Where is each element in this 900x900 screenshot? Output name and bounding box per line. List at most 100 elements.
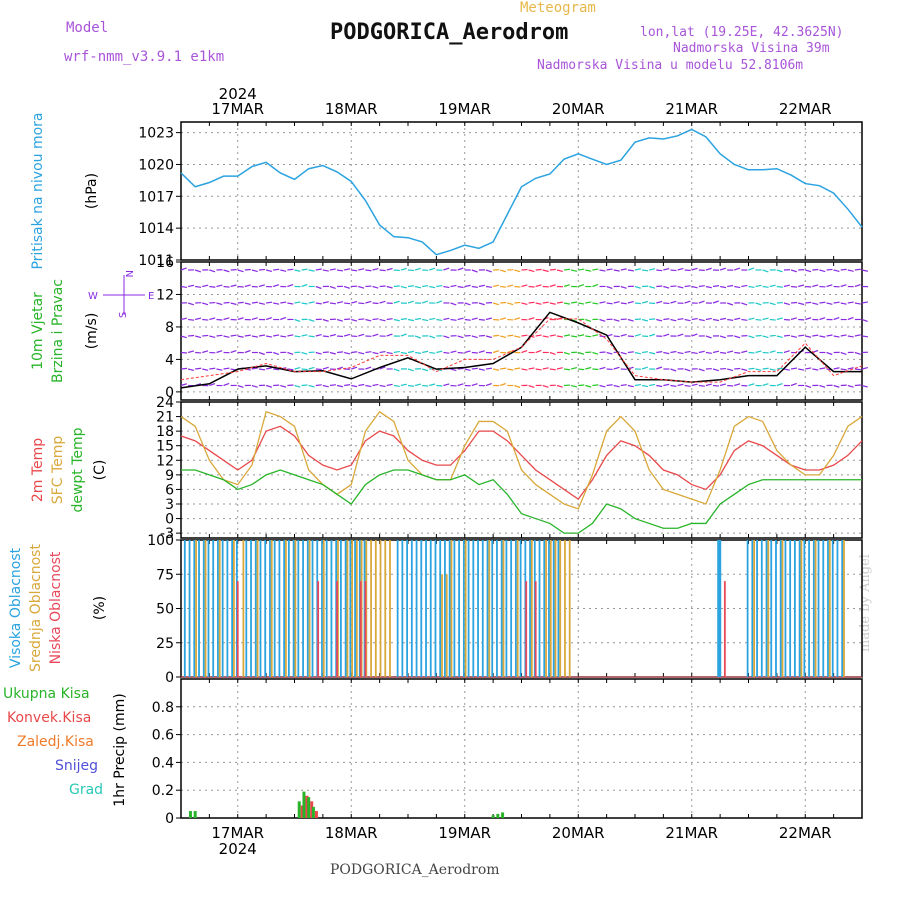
- precip-legend-4: Grad: [69, 782, 103, 798]
- wind-barb: [606, 384, 613, 387]
- wind-barb: [578, 351, 585, 355]
- y-tick-label: 0: [165, 512, 174, 528]
- wind-barb: [734, 351, 741, 354]
- wind-barb: [436, 384, 443, 387]
- wind-barb: [195, 285, 202, 288]
- wind-barb: [280, 316, 287, 321]
- wind-barb: [273, 351, 280, 355]
- cloud-mid-axis-label: Srednja Oblacnost: [28, 544, 44, 672]
- wind-barb: [407, 350, 415, 354]
- precip-bar-conv: [305, 795, 309, 818]
- wind-barb: [258, 268, 266, 271]
- wind-barb: [436, 284, 443, 288]
- wind-barb: [585, 269, 592, 272]
- wind-barb: [705, 317, 712, 321]
- wind-barb: [329, 333, 336, 337]
- wind-barb: [720, 285, 727, 289]
- wind-barb: [422, 384, 429, 387]
- y-tick-label: 25: [156, 636, 174, 652]
- wind-barb: [266, 335, 273, 338]
- temp-line-1: [180, 410, 863, 510]
- wind-barb: [620, 268, 627, 271]
- wind-barb: [358, 302, 365, 305]
- wind-barb: [450, 302, 457, 306]
- wind-barb: [294, 318, 301, 323]
- wind-barb: [542, 269, 549, 273]
- wind-barb: [535, 368, 542, 371]
- wind-barb: [315, 302, 322, 305]
- wind-barb: [287, 334, 294, 337]
- wind-barb: [755, 284, 762, 288]
- wind-barb: [719, 267, 727, 271]
- wind-barb: [336, 301, 344, 304]
- wind-barb: [656, 351, 663, 354]
- wind-barb: [549, 368, 556, 371]
- wind-barb: [514, 384, 521, 389]
- wind-barb: [365, 366, 372, 370]
- wind-barb: [251, 367, 258, 370]
- wind-barb: [833, 367, 840, 370]
- wind-barb: [563, 351, 570, 355]
- wind-barb: [386, 383, 393, 387]
- wind-barb: [386, 267, 393, 271]
- wind-barb: [720, 351, 727, 354]
- wind-barb: [748, 285, 755, 289]
- wind-barb: [507, 334, 514, 337]
- wind-barb: [379, 384, 386, 388]
- wind-barb: [492, 302, 500, 306]
- wind-barb: [677, 383, 684, 387]
- wind-barb: [599, 318, 606, 322]
- wind-barb: [251, 301, 258, 304]
- wind-barb: [273, 334, 280, 337]
- wind-barb: [805, 269, 812, 273]
- wind-barb: [273, 302, 280, 305]
- wind-barb: [656, 300, 663, 304]
- y-tick-label: 0: [165, 670, 174, 686]
- y-tick-label: 3: [165, 497, 174, 513]
- wind-barb: [457, 367, 464, 370]
- wind-barb: [571, 335, 578, 338]
- y-tick-label: 1020: [138, 157, 174, 173]
- wind-barb: [414, 383, 422, 387]
- wind-barb: [436, 318, 443, 322]
- wind-barb: [294, 335, 301, 338]
- wind-barb: [741, 284, 748, 288]
- wind-barb: [443, 351, 450, 354]
- wind-barb: [485, 317, 492, 321]
- wind-barb: [386, 318, 393, 321]
- wind-barb: [273, 268, 280, 271]
- wind-barb: [542, 384, 549, 388]
- wind-barb: [372, 318, 379, 321]
- y-tick-label: 8: [165, 320, 174, 336]
- wind-barb: [237, 285, 244, 288]
- wind-barb: [570, 384, 578, 388]
- y-tick-label: 9: [165, 468, 174, 484]
- wind-barb: [819, 367, 826, 370]
- wind-barb: [783, 334, 790, 337]
- wind-barb: [833, 384, 840, 388]
- bottom-year-label: 2024: [219, 840, 257, 858]
- y-tick-label: 0: [165, 811, 174, 827]
- wind-barb: [634, 285, 641, 289]
- top-date-label: 18MAR: [325, 100, 378, 118]
- wind-barb: [344, 268, 351, 271]
- wind-barb: [840, 284, 847, 288]
- wind-barb: [712, 350, 720, 354]
- temp-2m-axis-label: 2m Temp: [30, 438, 46, 502]
- wind-barb: [620, 285, 627, 289]
- wind-barb: [663, 383, 670, 387]
- wind-barb: [351, 300, 358, 304]
- wind-barb: [351, 351, 358, 354]
- wind-barb: [790, 367, 798, 370]
- wind-barb: [485, 335, 492, 339]
- compass-w: W: [88, 291, 98, 302]
- wind-barb: [414, 335, 421, 339]
- wind-barb: [365, 269, 372, 272]
- wind-barb: [641, 300, 649, 304]
- wind-barb: [379, 269, 386, 272]
- wind-barb: [258, 284, 265, 288]
- wind-barb: [542, 367, 549, 370]
- wind-barb: [563, 368, 571, 371]
- wind-barb: [641, 318, 649, 322]
- wind-barb: [861, 366, 868, 370]
